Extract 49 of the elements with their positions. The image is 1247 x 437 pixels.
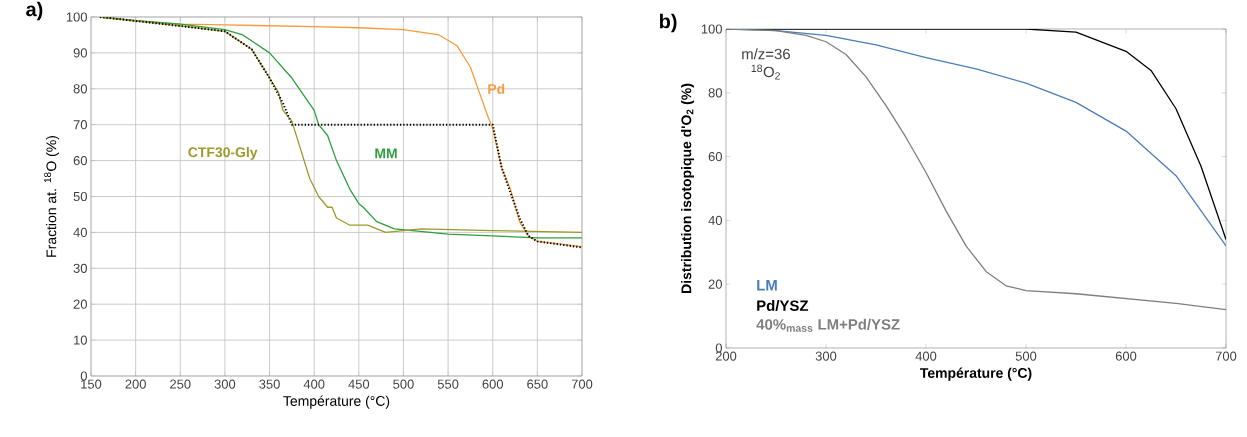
y-tick-label: 60 [708,152,722,162]
y-tick-label: 20 [708,279,722,289]
x-tick-label: 500 [1015,351,1037,361]
x-tick-label: 600 [482,379,504,389]
y-axis-title: Fraction at. $^{18}$O (%) [44,136,60,257]
y-tick-label: 30 [73,263,87,273]
y-tick-label: 80 [73,84,87,94]
x-tick-label: 700 [1215,351,1237,361]
x-tick-label: 450 [348,379,370,389]
annotation: m/z=36 [742,48,790,60]
y-tick-label: 40 [708,215,722,225]
text: MM [375,148,397,159]
x-tick-label: 400 [915,351,937,361]
y-tick-label: 50 [73,191,87,202]
x-tick-label: 700 [571,379,593,389]
x-tick-label: 550 [437,379,459,389]
y-tick-label: 100 [66,12,87,22]
text: Pd/YSZ [757,299,809,312]
text: LM [757,280,777,291]
x-tick-label: 150 [81,379,102,389]
text: 40%$_{mass}$ LM+Pd/YSZ [756,318,900,332]
annotation: $^{18}$O$_{2}$ [751,64,780,80]
y-tick-label: 0 [715,343,722,353]
x-tick-label: 650 [527,379,548,389]
y-tick-label: 70 [73,120,87,130]
y-tick-label: 20 [73,299,87,309]
chart-title: a) [26,1,43,21]
y-axis-title: Distribution isotopique d'O$_{2}$ (%) [681,83,695,293]
y-tick-label: 90 [73,48,87,58]
x-tick-label: 500 [393,379,414,389]
y-tick-label: 40 [73,227,87,237]
chart-title: b) [660,13,677,33]
x-tick-label: 250 [170,379,191,389]
x-axis-title: Température (°C) [283,395,390,409]
x-tick-label: 400 [303,379,325,389]
series-label: Pd [488,83,505,94]
x-tick-label: 200 [125,379,146,389]
x-tick-label: 200 [715,351,737,361]
y-tick-label: 80 [708,88,722,98]
y-tick-label: 100 [701,24,722,34]
x-tick-label: 300 [815,351,837,361]
x-axis-title: Température (°C) [920,367,1032,381]
text: CTF30-Gly [188,146,258,160]
x-tick-label: 300 [214,379,236,389]
x-tick-label: 350 [259,379,280,389]
y-tick-label: 10 [74,335,87,345]
x-tick-label: 600 [1115,351,1137,361]
y-tick-label: 0 [80,371,87,381]
y-tick-label: 60 [73,156,87,166]
